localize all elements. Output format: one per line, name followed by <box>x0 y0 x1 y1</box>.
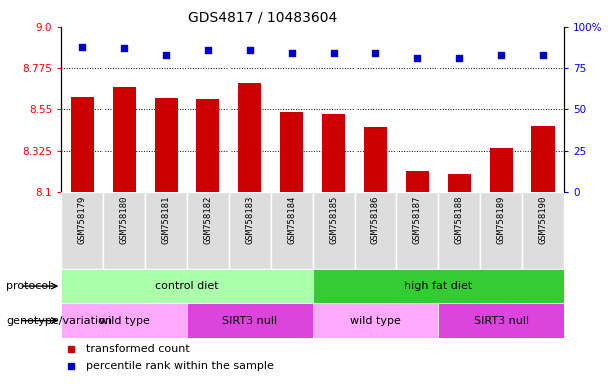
Text: SIRT3 null: SIRT3 null <box>223 316 277 326</box>
Text: SIRT3 null: SIRT3 null <box>474 316 528 326</box>
Point <box>119 45 129 51</box>
Bar <box>187 192 229 269</box>
Bar <box>280 112 303 192</box>
Text: GSM758182: GSM758182 <box>204 196 213 244</box>
Text: wild type: wild type <box>350 316 401 326</box>
Bar <box>406 171 429 192</box>
Text: GSM758179: GSM758179 <box>78 196 87 244</box>
Text: GSM758187: GSM758187 <box>413 196 422 244</box>
Bar <box>145 192 187 269</box>
Point <box>370 50 380 56</box>
Title: GDS4817 / 10483604: GDS4817 / 10483604 <box>188 10 337 24</box>
Text: genotype/variation: genotype/variation <box>6 316 112 326</box>
Point <box>287 50 297 56</box>
Bar <box>438 303 564 338</box>
Bar <box>438 192 480 269</box>
Point <box>329 50 338 56</box>
Point <box>454 55 464 61</box>
Bar <box>154 98 178 192</box>
Text: GSM758184: GSM758184 <box>287 196 296 244</box>
Text: high fat diet: high fat diet <box>404 281 473 291</box>
Text: GSM758188: GSM758188 <box>455 196 464 244</box>
Bar <box>70 97 94 192</box>
Point <box>245 47 255 53</box>
Bar <box>238 83 261 192</box>
Bar <box>313 303 438 338</box>
Text: protocol: protocol <box>6 281 51 291</box>
Point <box>497 52 506 58</box>
Point <box>413 55 422 61</box>
Text: GSM758181: GSM758181 <box>161 196 170 244</box>
Point <box>161 52 171 58</box>
Text: GSM758190: GSM758190 <box>538 196 547 244</box>
Bar <box>313 269 564 303</box>
Bar <box>61 192 103 269</box>
Text: wild type: wild type <box>99 316 150 326</box>
Text: GSM758183: GSM758183 <box>245 196 254 244</box>
Bar <box>522 192 564 269</box>
Bar <box>229 192 271 269</box>
Bar <box>322 114 345 192</box>
Text: GSM758186: GSM758186 <box>371 196 380 244</box>
Bar <box>61 303 187 338</box>
Text: GSM758180: GSM758180 <box>120 196 129 244</box>
Bar <box>354 192 397 269</box>
Point <box>77 44 87 50</box>
Text: percentile rank within the sample: percentile rank within the sample <box>86 361 274 371</box>
Bar <box>364 127 387 192</box>
Bar <box>61 269 313 303</box>
Point <box>203 47 213 53</box>
Text: transformed count: transformed count <box>86 344 190 354</box>
Bar <box>490 148 512 192</box>
Text: GSM758189: GSM758189 <box>497 196 506 244</box>
Bar <box>447 174 471 192</box>
Text: control diet: control diet <box>155 281 219 291</box>
Bar <box>480 192 522 269</box>
Bar <box>103 192 145 269</box>
Point <box>538 52 548 58</box>
Bar <box>196 99 219 192</box>
Bar <box>113 88 135 192</box>
Bar <box>271 192 313 269</box>
Bar <box>397 192 438 269</box>
Bar <box>531 126 555 192</box>
Text: GSM758185: GSM758185 <box>329 196 338 244</box>
Bar <box>187 303 313 338</box>
Bar <box>313 192 354 269</box>
